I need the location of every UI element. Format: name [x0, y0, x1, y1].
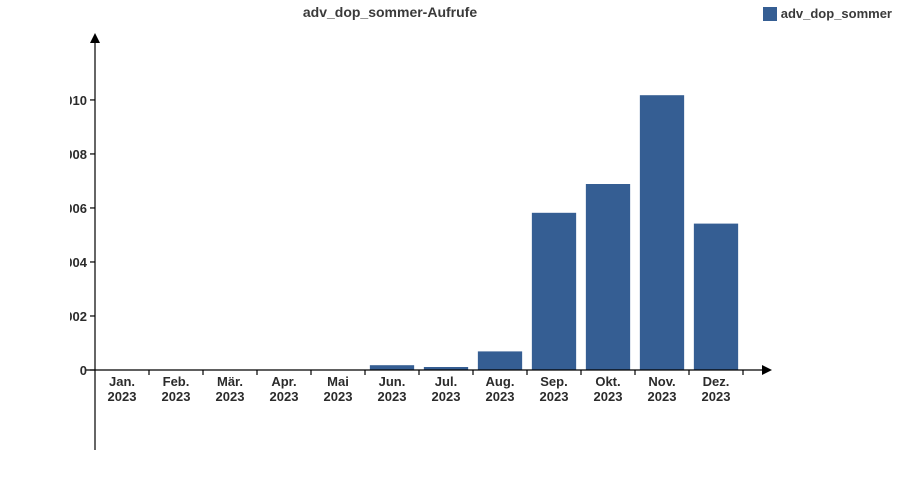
- x-tick-label-year: 2023: [270, 389, 299, 404]
- x-tick-label-month: Dez.: [703, 374, 730, 389]
- y-tick-label: 27006: [70, 201, 87, 216]
- y-tick-label: 9002: [70, 309, 87, 324]
- x-tick-label-year: 2023: [540, 389, 569, 404]
- x-tick-label-year: 2023: [324, 389, 353, 404]
- legend-swatch: [763, 7, 777, 21]
- legend-label: adv_dop_sommer: [781, 6, 892, 21]
- bar: [640, 95, 684, 370]
- bar: [370, 365, 414, 370]
- x-axis-arrow-icon: [762, 365, 772, 375]
- plot-area: 0900218004270063600845010Jan.2023Feb.202…: [70, 30, 790, 450]
- legend: adv_dop_sommer: [763, 6, 892, 21]
- x-tick-label-month: Nov.: [648, 374, 675, 389]
- x-tick-label-month: Mär.: [217, 374, 243, 389]
- bar: [586, 184, 630, 370]
- x-tick-label-year: 2023: [378, 389, 407, 404]
- x-tick-label-year: 2023: [702, 389, 731, 404]
- x-tick-label-year: 2023: [594, 389, 623, 404]
- chart-svg: 0900218004270063600845010Jan.2023Feb.202…: [70, 30, 790, 450]
- x-tick-label-month: Jul.: [435, 374, 457, 389]
- x-tick-label-month: Apr.: [271, 374, 296, 389]
- x-tick-label-year: 2023: [648, 389, 677, 404]
- bar: [478, 351, 522, 370]
- x-tick-label-year: 2023: [108, 389, 137, 404]
- chart-container: adv_dop_sommer-Aufrufe adv_dop_sommer 0 9…: [0, 0, 900, 500]
- x-tick-label-month: Mai: [327, 374, 349, 389]
- y-tick-label: 36008: [70, 147, 87, 162]
- bar: [532, 213, 576, 370]
- x-tick-label-year: 2023: [432, 389, 461, 404]
- x-tick-label-month: Okt.: [595, 374, 620, 389]
- y-tick-label: 18004: [70, 255, 88, 270]
- chart-title: adv_dop_sommer-Aufrufe: [0, 4, 780, 20]
- bar: [694, 224, 738, 370]
- x-tick-label-year: 2023: [216, 389, 245, 404]
- x-tick-label-month: Jan.: [109, 374, 135, 389]
- x-tick-label-month: Sep.: [540, 374, 567, 389]
- y-tick-label: 45010: [70, 93, 87, 108]
- y-axis-arrow-icon: [90, 33, 100, 43]
- x-tick-label-month: Aug.: [486, 374, 515, 389]
- x-tick-label-year: 2023: [162, 389, 191, 404]
- x-tick-label-year: 2023: [486, 389, 515, 404]
- y-tick-label: 0: [80, 363, 87, 378]
- x-tick-label-month: Feb.: [163, 374, 190, 389]
- x-tick-label-month: Jun.: [379, 374, 406, 389]
